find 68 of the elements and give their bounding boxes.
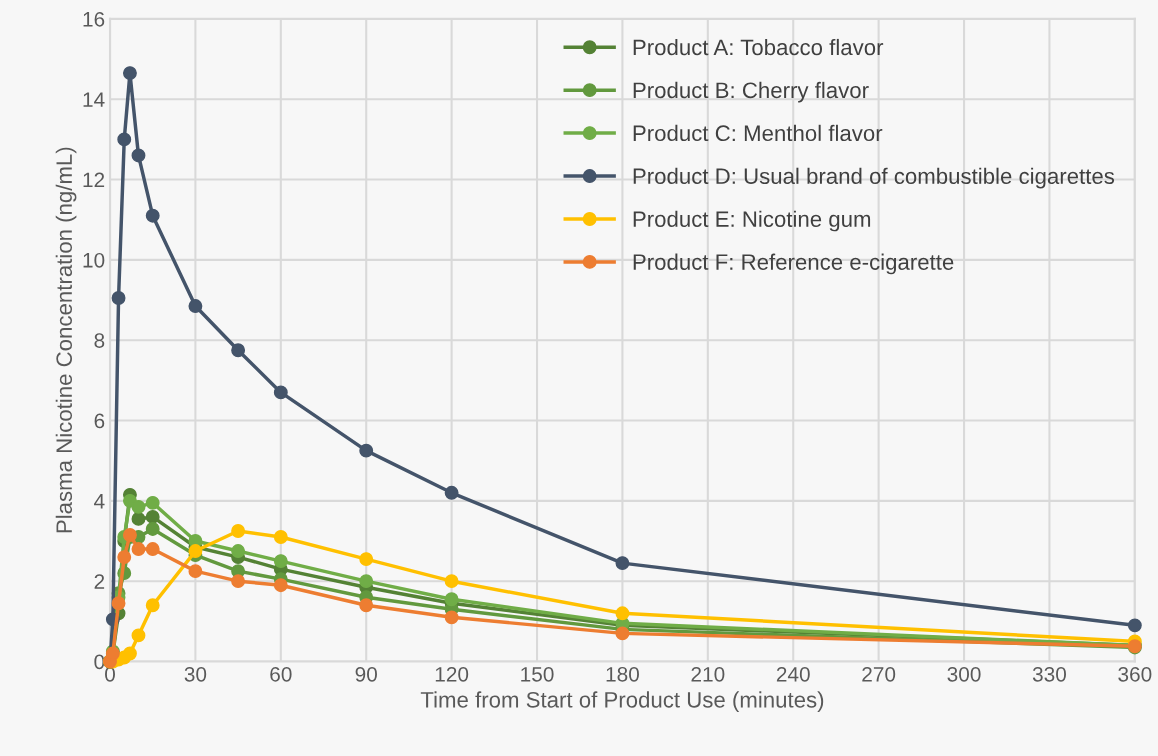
x-tick-label: 240: [776, 666, 810, 682]
x-tick-label: 300: [947, 666, 981, 682]
x-tick-label: 30: [184, 666, 207, 682]
y-tick-label: 4: [94, 494, 105, 509]
y-axis-title: Plasma Nicotine Concentration (ng/mL): [55, 147, 77, 533]
legend-label: Product E: Nicotine gum: [633, 210, 871, 232]
point: [145, 509, 160, 524]
x-axis-title: Time from Start of Product Use (minutes): [420, 691, 824, 713]
point: [359, 443, 374, 458]
point: [188, 544, 203, 558]
point: [111, 291, 126, 305]
point: [145, 495, 160, 510]
point: [359, 598, 374, 613]
point: [145, 522, 160, 536]
point: [145, 598, 160, 613]
point: [231, 574, 246, 589]
x-tick-label: 150: [521, 666, 554, 682]
point: [359, 574, 374, 589]
x-tick-label: 120: [435, 666, 469, 682]
y-tick-label: 10: [83, 252, 105, 268]
legend-label: Product B: Cherry flavor: [633, 81, 869, 103]
point: [444, 485, 459, 500]
x-tick-label: 90: [355, 666, 377, 682]
point: [615, 626, 630, 641]
point: [131, 148, 146, 163]
y-tick-label: 12: [83, 172, 105, 188]
legend-label: Product F: Reference e-cigarette: [633, 253, 954, 275]
point: [131, 542, 146, 556]
point: [188, 299, 203, 314]
point: [231, 524, 246, 538]
point: [231, 343, 246, 358]
point: [122, 66, 137, 81]
point: [444, 574, 459, 589]
point: [145, 208, 160, 223]
y-tick-label: 16: [83, 11, 105, 27]
point: [131, 511, 146, 526]
point: [444, 592, 459, 607]
point: [231, 544, 246, 558]
point: [615, 606, 630, 621]
y-tick-label: 6: [94, 413, 105, 429]
point: [359, 552, 374, 567]
y-tick-label: 14: [83, 92, 105, 107]
point: [273, 578, 288, 593]
y-tick-label: 8: [94, 333, 105, 348]
x-tick-label: 270: [862, 666, 896, 682]
point: [273, 385, 288, 400]
point: [111, 596, 126, 611]
x-tick-label: 330: [1032, 666, 1066, 682]
legend-label: Product A: Tobacco flavor: [633, 38, 884, 56]
point: [131, 499, 146, 514]
y-tick-label: 2: [94, 574, 105, 589]
x-tick-label: 360: [1118, 666, 1152, 682]
point: [273, 530, 288, 544]
point: [145, 542, 160, 556]
point: [122, 646, 137, 661]
legend-label: Product C: Menthol flavor: [633, 124, 883, 142]
point: [444, 610, 459, 625]
point: [131, 628, 146, 643]
point: [188, 564, 203, 579]
x-tick-label: 210: [691, 666, 725, 682]
legend-label: Product D: Usual brand of combustible cigarettes: [633, 167, 1115, 189]
point: [273, 554, 288, 569]
x-tick-label: 60: [270, 666, 292, 682]
point: [117, 132, 132, 147]
point: [1127, 618, 1142, 633]
x-tick-label: 180: [606, 666, 639, 682]
point: [615, 556, 630, 571]
point: [117, 550, 132, 565]
